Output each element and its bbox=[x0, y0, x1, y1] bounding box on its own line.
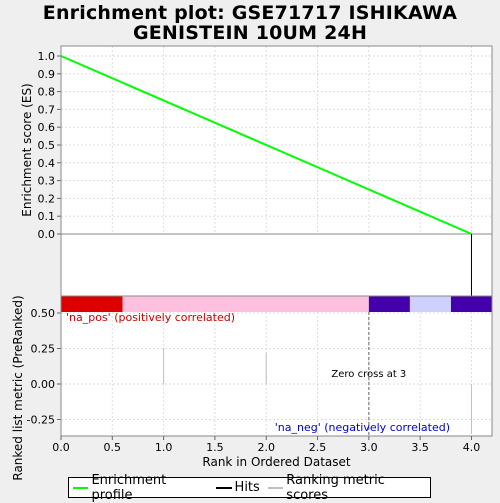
xtick-label: 4.0 bbox=[463, 441, 481, 454]
es-ytick-label: 0.4 bbox=[38, 157, 56, 170]
neg-label: 'na_neg' (negatively correlated) bbox=[275, 421, 450, 434]
color-bar-segment bbox=[61, 296, 123, 312]
xtick-label: 2.5 bbox=[309, 441, 327, 454]
color-bar-segment bbox=[122, 296, 369, 312]
zero-cross-label: Zero cross at 3 bbox=[331, 369, 406, 380]
xtick-label: 3.5 bbox=[411, 441, 429, 454]
es-ytick-label: 0.6 bbox=[38, 121, 56, 134]
color-bar-segment bbox=[450, 296, 492, 312]
xtick-label: 3.0 bbox=[360, 441, 378, 454]
es-ytick-label: 0.2 bbox=[38, 192, 56, 205]
es-ytick-label: 0.5 bbox=[38, 139, 56, 152]
legend-item-hits: Hits bbox=[215, 480, 260, 495]
es-ytick-label: 0.1 bbox=[38, 210, 56, 223]
xtick-label: 2.0 bbox=[257, 441, 275, 454]
legend-label-enrichment: Enrichment profile bbox=[91, 472, 167, 503]
legend-label-ranking: Ranking metric scores bbox=[286, 472, 385, 503]
metric-ytick-label: -0.25 bbox=[27, 414, 55, 427]
metric-ytick-label: 0.25 bbox=[31, 343, 56, 356]
xtick-label: 0.5 bbox=[104, 441, 122, 454]
legend-item-enrichment: Enrichment profile bbox=[73, 473, 208, 503]
legend-item-ranking: Ranking metric scores bbox=[267, 472, 426, 503]
chart-title-line-1: Enrichment plot: GSE71717 ISHIKAWA bbox=[42, 2, 458, 24]
legend-swatch-ranking bbox=[267, 486, 284, 489]
legend-swatch-hits bbox=[215, 486, 232, 489]
x-axis-label: Rank in Ordered Dataset bbox=[202, 455, 350, 469]
color-bar-segment bbox=[368, 296, 410, 312]
metric-y-axis-label: Ranked list metric (PreRanked) bbox=[11, 295, 25, 480]
metric-plot-area bbox=[61, 312, 492, 436]
metric-panel-border bbox=[60, 295, 493, 437]
legend-label-hits: Hits bbox=[234, 480, 260, 495]
es-ytick-label: 0.3 bbox=[38, 175, 56, 188]
es-ytick-label: 0.9 bbox=[38, 68, 56, 81]
es-ytick-label: 0.8 bbox=[38, 86, 56, 99]
es-ytick-label: 0.7 bbox=[38, 103, 56, 116]
es-ytick-label: 0.0 bbox=[38, 228, 56, 241]
xtick-label: 1.5 bbox=[206, 441, 224, 454]
metric-ytick-label: 0.50 bbox=[31, 307, 56, 320]
chart-legend: Enrichment profile Hits Ranking metric s… bbox=[68, 473, 431, 503]
metric-ytick-label: 0.00 bbox=[31, 378, 56, 391]
legend-swatch-enrichment bbox=[73, 486, 89, 489]
pos-label: 'na_pos' (positively correlated) bbox=[66, 311, 235, 324]
chart-title-line-2: GENISTEIN 10UM 24H bbox=[132, 22, 368, 44]
es-curve bbox=[60, 55, 472, 235]
color-bar-segment bbox=[409, 296, 451, 312]
es-y-axis-label: Enrichment score (ES) bbox=[20, 83, 34, 216]
xtick-label: 0.0 bbox=[52, 441, 70, 454]
xtick-label: 1.0 bbox=[155, 441, 173, 454]
es-ytick-label: 1.0 bbox=[38, 50, 56, 63]
